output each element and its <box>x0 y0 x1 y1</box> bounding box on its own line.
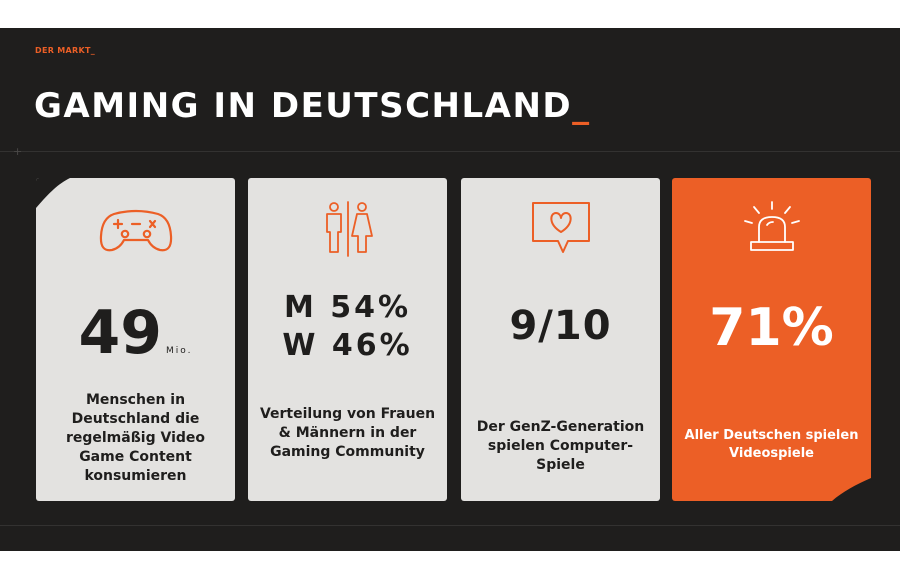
stat-card-gender: M 54% W 46% Verteilung von Frauen & Männ… <box>248 178 447 501</box>
stat-male-share: M 54% <box>283 290 412 325</box>
card-notch <box>36 178 70 208</box>
divider-top <box>0 151 900 152</box>
title-text: GAMING IN DEUTSCHLAND <box>34 86 573 126</box>
page-title: GAMING IN DEUTSCHLAND_ <box>34 86 591 126</box>
stat-description: Der GenZ-Generation spielen Computer-Spi… <box>476 419 645 473</box>
stat-value-players: 71% <box>709 298 834 358</box>
stat-value-gender: M 54% W 46% <box>248 289 447 365</box>
title-cursor: _ <box>572 86 591 126</box>
gamepad-icon <box>99 209 172 252</box>
stat-unit: Mio. <box>166 346 193 356</box>
stat-value-gamers: 49 Mio. <box>36 298 235 368</box>
section-kicker: DER MARKT_ <box>35 46 96 55</box>
stat-female-share: W 46% <box>282 328 413 363</box>
stat-description: Aller Deutschen spielen Videospiele <box>684 428 859 461</box>
stat-card-players: 71% Aller Deutschen spielen Videospiele <box>672 178 871 501</box>
stat-description: Menschen in Deutschland die regelmäßig V… <box>65 392 206 484</box>
divider-bottom <box>0 525 900 526</box>
card-notch <box>832 478 871 501</box>
alarm-light-icon <box>743 201 800 251</box>
slide: DER MARKT_ GAMING IN DEUTSCHLAND_ + 49 Mi… <box>0 28 900 551</box>
stat-number: 49 <box>78 298 163 368</box>
stat-card-gamers: 49 Mio. Menschen in Deutschland die regel… <box>36 178 235 501</box>
male-female-icon <box>325 201 373 257</box>
crosshair-mark: + <box>13 145 23 158</box>
heart-chat-icon <box>531 202 590 253</box>
stat-description: Verteilung von Frauen & Männern in der G… <box>259 406 436 460</box>
stat-card-genz: 9/10 Der GenZ-Generation spielen Compute… <box>461 178 660 501</box>
stat-value-genz: 9/10 <box>509 303 612 349</box>
